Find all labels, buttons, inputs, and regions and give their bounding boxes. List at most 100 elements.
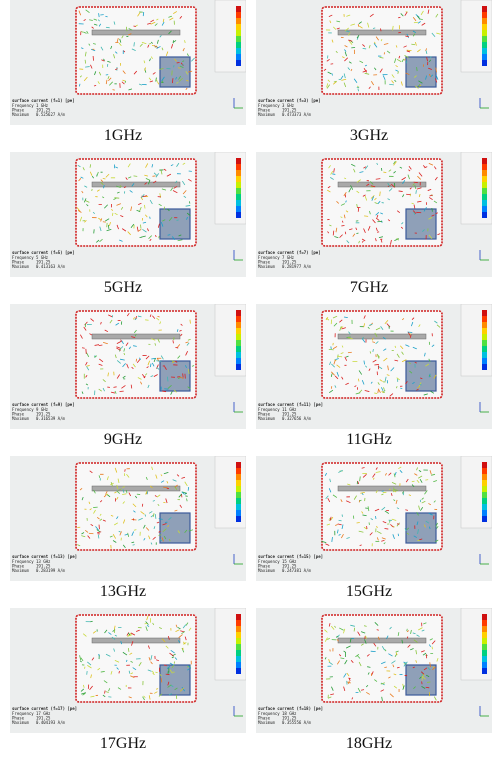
info-key: Maximum [12, 568, 29, 573]
current-arrow [402, 491, 404, 494]
info-value: 3 GHz [282, 103, 295, 108]
current-arrow [392, 664, 395, 668]
colorbar-segment [236, 206, 241, 212]
current-arrow [417, 84, 421, 87]
current-arrow [133, 510, 136, 513]
current-arrow [365, 365, 368, 368]
current-arrow [154, 45, 158, 48]
current-arrow [105, 653, 111, 657]
current-arrow [395, 650, 399, 653]
current-arrow [359, 499, 362, 502]
current-arrow [78, 178, 82, 182]
current-arrow [411, 202, 414, 205]
panel-title: surface current (f=5) [pe] [12, 250, 75, 255]
current-arrow [124, 80, 127, 83]
colorbar-segment [236, 364, 241, 370]
current-arrow [157, 223, 160, 228]
current-arrow [406, 527, 410, 530]
current-arrow [144, 214, 148, 218]
current-arrow [122, 70, 126, 74]
current-arrow [428, 358, 431, 362]
current-arrow [372, 349, 374, 352]
current-arrow [102, 379, 106, 383]
current-arrow [105, 79, 108, 85]
current-arrow [158, 693, 163, 697]
current-arrow [328, 623, 331, 627]
current-arrow [377, 382, 380, 385]
current-arrow [364, 64, 368, 67]
current-arrow [364, 195, 368, 201]
board-strip [91, 181, 181, 188]
current-arrow [335, 358, 339, 360]
current-arrow [146, 615, 149, 621]
current-arrow [411, 317, 415, 320]
current-arrow [397, 632, 400, 636]
current-arrow [401, 177, 406, 181]
current-arrow [413, 181, 418, 184]
current-arrow [421, 686, 426, 689]
simulation-image: surface current (f=15) [pe]Frequency 15 G… [256, 456, 492, 581]
current-arrow [425, 479, 429, 481]
current-arrow [148, 645, 150, 649]
current-arrow [99, 238, 103, 243]
current-arrow [175, 629, 180, 633]
current-arrow [370, 185, 376, 188]
current-arrow [134, 333, 137, 337]
current-arrow [88, 43, 91, 46]
current-arrow [147, 384, 150, 389]
chip [159, 664, 191, 696]
current-arrow [337, 523, 342, 526]
current-arrow [114, 51, 118, 54]
colorbar-segment [236, 474, 241, 480]
current-arrow [400, 81, 403, 86]
current-arrow [133, 317, 135, 320]
current-arrow [119, 38, 122, 43]
colorbar-segment [236, 620, 241, 626]
info-value: 1 GHz [36, 103, 49, 108]
current-arrow [177, 239, 183, 242]
current-arrow [361, 238, 366, 242]
current-arrow [382, 336, 387, 340]
current-arrow [413, 686, 416, 689]
current-arrow [326, 523, 331, 526]
colorbar-box [214, 456, 246, 529]
board-strip [337, 485, 427, 492]
current-arrow [368, 45, 371, 49]
current-arrow [398, 466, 402, 470]
current-arrow [170, 187, 174, 192]
current-arrow [402, 492, 405, 496]
current-arrow [160, 677, 163, 683]
current-arrow [330, 693, 335, 696]
current-arrow [108, 77, 112, 82]
info-value: 191.25 [36, 564, 51, 569]
current-arrow [363, 68, 367, 73]
colorbar-segment [482, 206, 487, 212]
colorbar-box [214, 152, 246, 225]
current-arrow [383, 43, 389, 45]
colorbar-segment [482, 650, 487, 656]
current-arrow [358, 530, 364, 533]
current-arrow [387, 365, 389, 371]
current-arrow [385, 472, 387, 476]
current-arrow [424, 490, 428, 495]
current-arrow [104, 629, 108, 634]
current-arrow [150, 661, 153, 665]
current-arrow [420, 671, 425, 675]
current-arrow [116, 516, 119, 520]
current-arrow [186, 498, 188, 502]
current-arrow [416, 634, 420, 637]
current-arrow [421, 22, 426, 26]
current-arrow [429, 194, 433, 197]
current-arrow [84, 51, 87, 57]
current-arrow [119, 531, 122, 536]
current-arrow [371, 337, 374, 341]
info-key: Frequency [258, 559, 280, 564]
current-arrow [423, 667, 428, 671]
current-arrow [395, 69, 399, 72]
current-arrow [140, 235, 146, 238]
current-arrow [327, 186, 331, 189]
current-arrow [110, 45, 113, 50]
current-arrow [376, 162, 378, 166]
current-arrow [97, 667, 101, 671]
current-arrow [372, 477, 375, 480]
